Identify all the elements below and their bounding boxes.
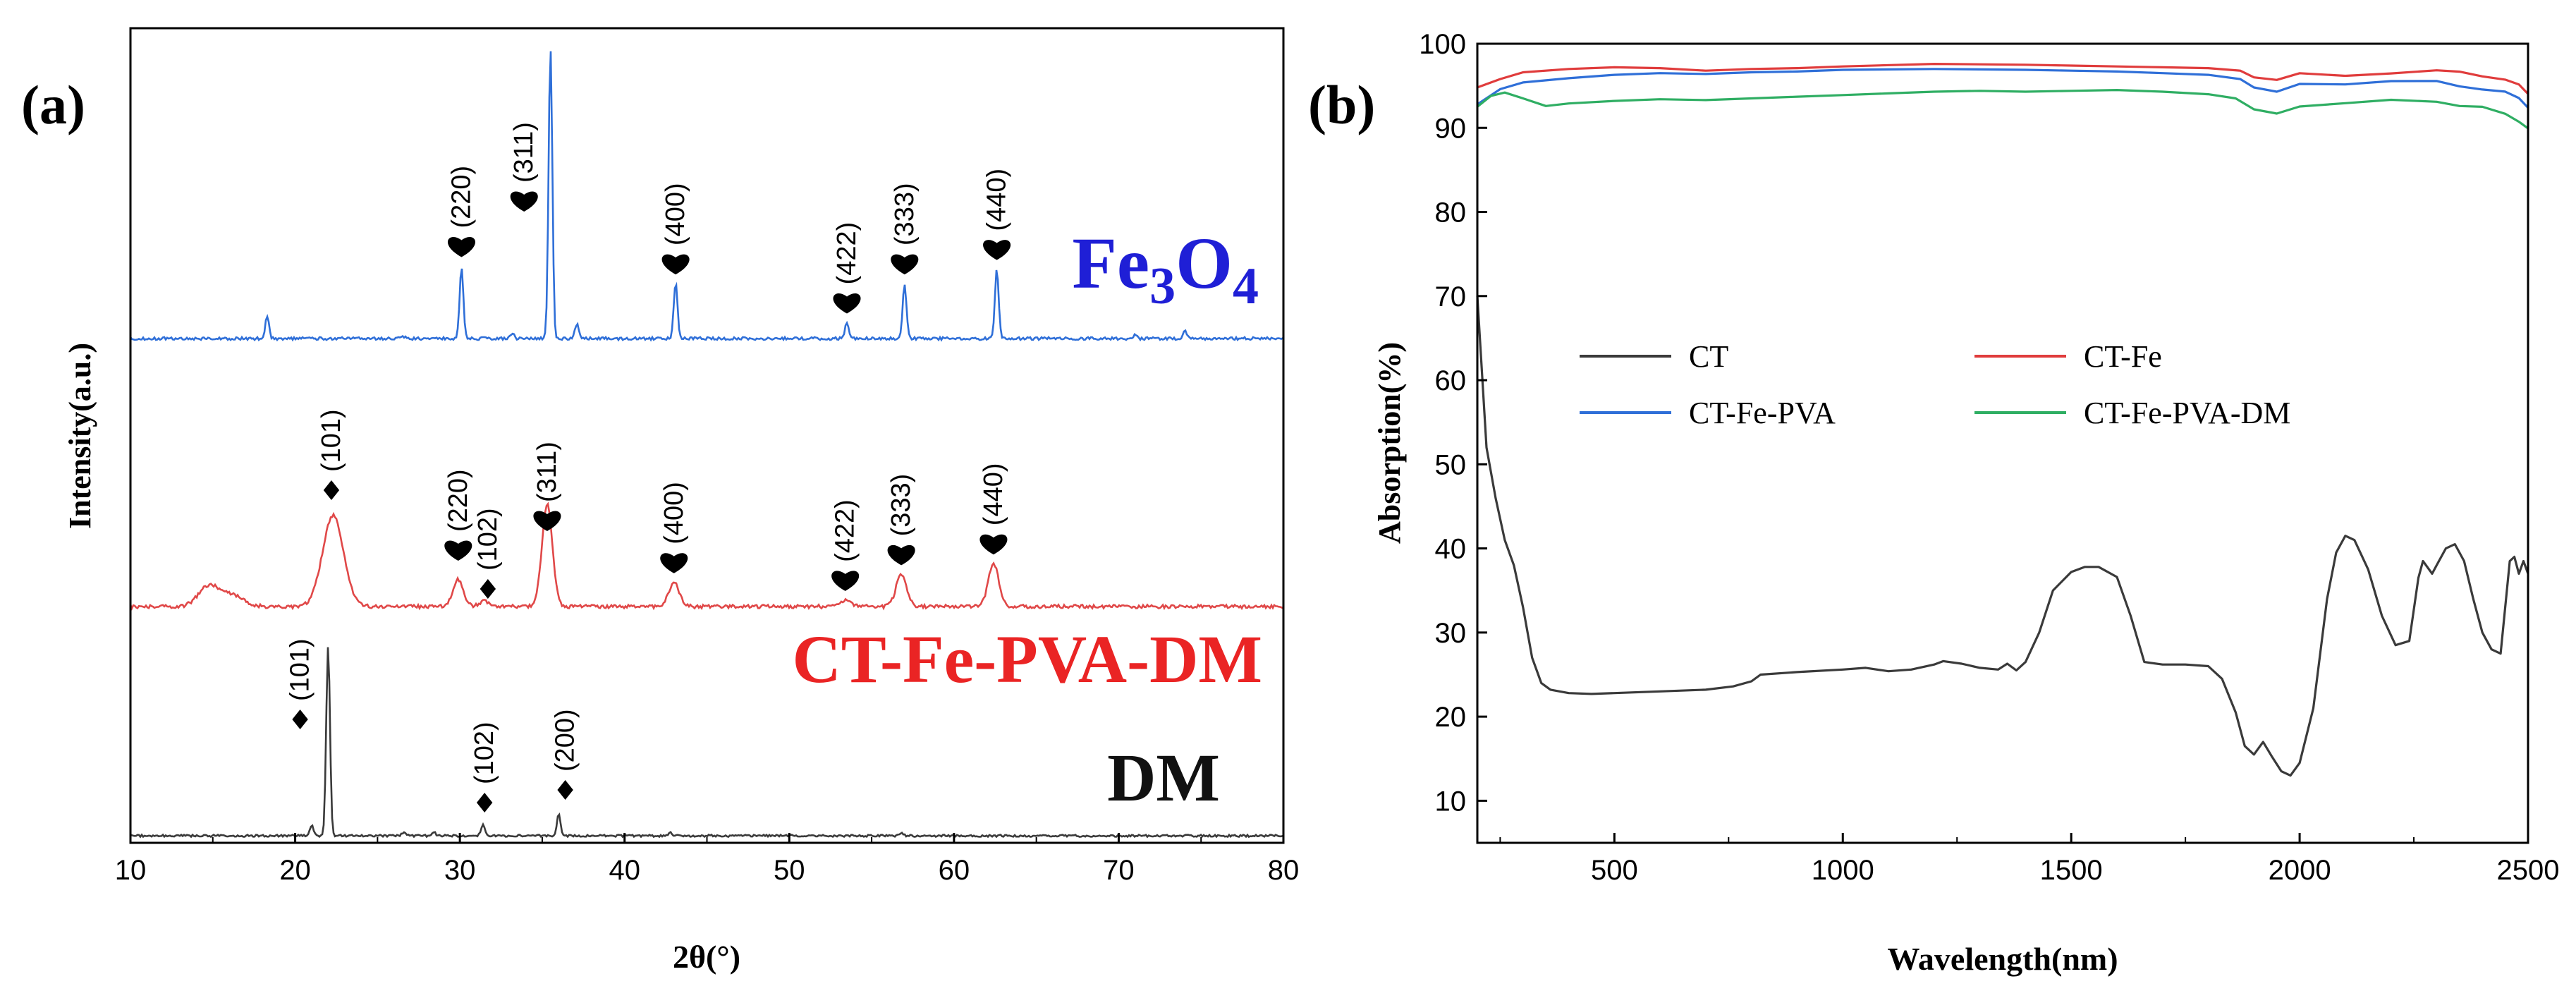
x-tick-label: 30 [444, 855, 476, 886]
peak-label: (422) [832, 222, 862, 285]
absorption-line-ct-fe-pva [1477, 68, 2529, 109]
heart-icon [887, 544, 915, 566]
y-tick-label: 10 [1435, 786, 1467, 817]
y-tick-label: 50 [1435, 449, 1467, 480]
x-tick-label: 2000 [2269, 855, 2331, 886]
panel-b-ylabel: Absorption(%) [1372, 342, 1407, 544]
x-tick-label: 1000 [1812, 855, 1874, 886]
legend-item: CT [1580, 339, 1728, 374]
peak-label: (200) [551, 709, 580, 772]
panel-b-xlabel: Wavelength(nm) [1887, 941, 2118, 977]
panel-b-label: (b) [1308, 74, 1375, 135]
panel-b-absorption: (b) 500 1000 1500 2000 2500 10 20 30 40 50 60 70 80… [1308, 29, 2559, 977]
heart-icon [891, 254, 919, 275]
legend-label: CT [1689, 339, 1728, 374]
absorption-line-ct [1476, 296, 2529, 777]
panel-a-ylabel: Intensity(a.u.) [63, 343, 97, 529]
x-tick-label: 60 [939, 855, 970, 886]
y-tick-label: 20 [1435, 702, 1467, 733]
peak-label: (333) [890, 183, 920, 245]
x-tick-label: 40 [609, 855, 640, 886]
heart-icon [510, 191, 538, 212]
xrd-trace-ct-fe-pva-dm [129, 501, 1283, 611]
heart-icon [831, 571, 860, 591]
x-tick-label: 10 [115, 855, 147, 886]
legend-item: CT-Fe-PVA [1580, 396, 1836, 430]
panel-a-label: (a) [21, 74, 85, 135]
peak-label: (440) [982, 169, 1012, 231]
heart-icon [447, 237, 476, 257]
legend-item: CT-Fe-PVA-DM [1974, 396, 2290, 430]
peak-label: (400) [659, 482, 689, 544]
x-tick-label: 20 [279, 855, 311, 886]
heart-icon [444, 540, 472, 561]
peak-label: (422) [831, 499, 860, 562]
heart-icon [833, 293, 861, 314]
y-tick-label: 100 [1419, 29, 1466, 60]
heart-icon [979, 534, 1008, 555]
heart-icon [533, 511, 561, 531]
diamond-icon [323, 480, 340, 500]
legend-item: CT-Fe [1974, 339, 2162, 374]
y-tick-label: 60 [1435, 365, 1467, 396]
y-tick-label: 40 [1435, 534, 1467, 565]
y-tick-label: 80 [1435, 197, 1467, 229]
x-tick-label: 2500 [2497, 855, 2560, 886]
heart-icon [660, 553, 688, 573]
peak-label: (400) [661, 183, 690, 245]
diamond-icon [480, 579, 496, 599]
x-tick-label: 70 [1103, 855, 1135, 886]
xrd-trace-dm [130, 647, 1283, 839]
y-tick-label: 70 [1435, 281, 1467, 312]
diamond-icon [476, 793, 493, 812]
x-tick-label: 50 [774, 855, 805, 886]
legend-label: CT-Fe [2084, 339, 2162, 374]
peak-label: (102) [470, 722, 499, 784]
x-tick-label: 1500 [2040, 855, 2103, 886]
heart-icon [661, 254, 690, 275]
peak-label: (101) [286, 638, 315, 701]
series-label-ct-fe-pva-dm: CT-Fe-PVA-DM [792, 621, 1262, 697]
heart-icon [983, 240, 1011, 260]
absorption-line-ct-fe-pva-dm [1477, 88, 2529, 130]
xrd-trace-fe3o4 [129, 51, 1283, 342]
peak-label: (220) [444, 469, 473, 532]
peak-label: (333) [886, 474, 916, 537]
panel-a-xrd: (a) (220) (311) (400) (422) (333) (440) (101) (… [21, 27, 1300, 975]
peak-label: (101) [317, 409, 346, 472]
peak-label: (102) [473, 508, 503, 571]
x-tick-label: 80 [1268, 855, 1300, 886]
x-tick-label: 500 [1591, 855, 1638, 886]
peak-label: (311) [509, 122, 539, 183]
diamond-icon [557, 780, 573, 800]
legend: CT CT-Fe CT-Fe-PVA CT-Fe-PVA-DM [1580, 339, 2290, 430]
peak-label: (440) [979, 463, 1008, 525]
y-tick-label: 30 [1435, 618, 1467, 649]
legend-label: CT-Fe-PVA-DM [2084, 396, 2290, 430]
diamond-icon [292, 710, 308, 729]
panel-b-frame [1476, 42, 2529, 844]
series-label-fe3o4: Fe3O4 [1072, 223, 1259, 315]
legend-label: CT-Fe-PVA [1689, 396, 1836, 430]
peak-label: (311) [532, 442, 562, 502]
series-label-dm: DM [1107, 740, 1220, 815]
peak-label: (220) [446, 166, 476, 229]
panel-a-xlabel: 2θ(°) [673, 939, 740, 975]
absorption-line-ct-fe [1477, 62, 2529, 95]
y-tick-label: 90 [1435, 113, 1467, 144]
